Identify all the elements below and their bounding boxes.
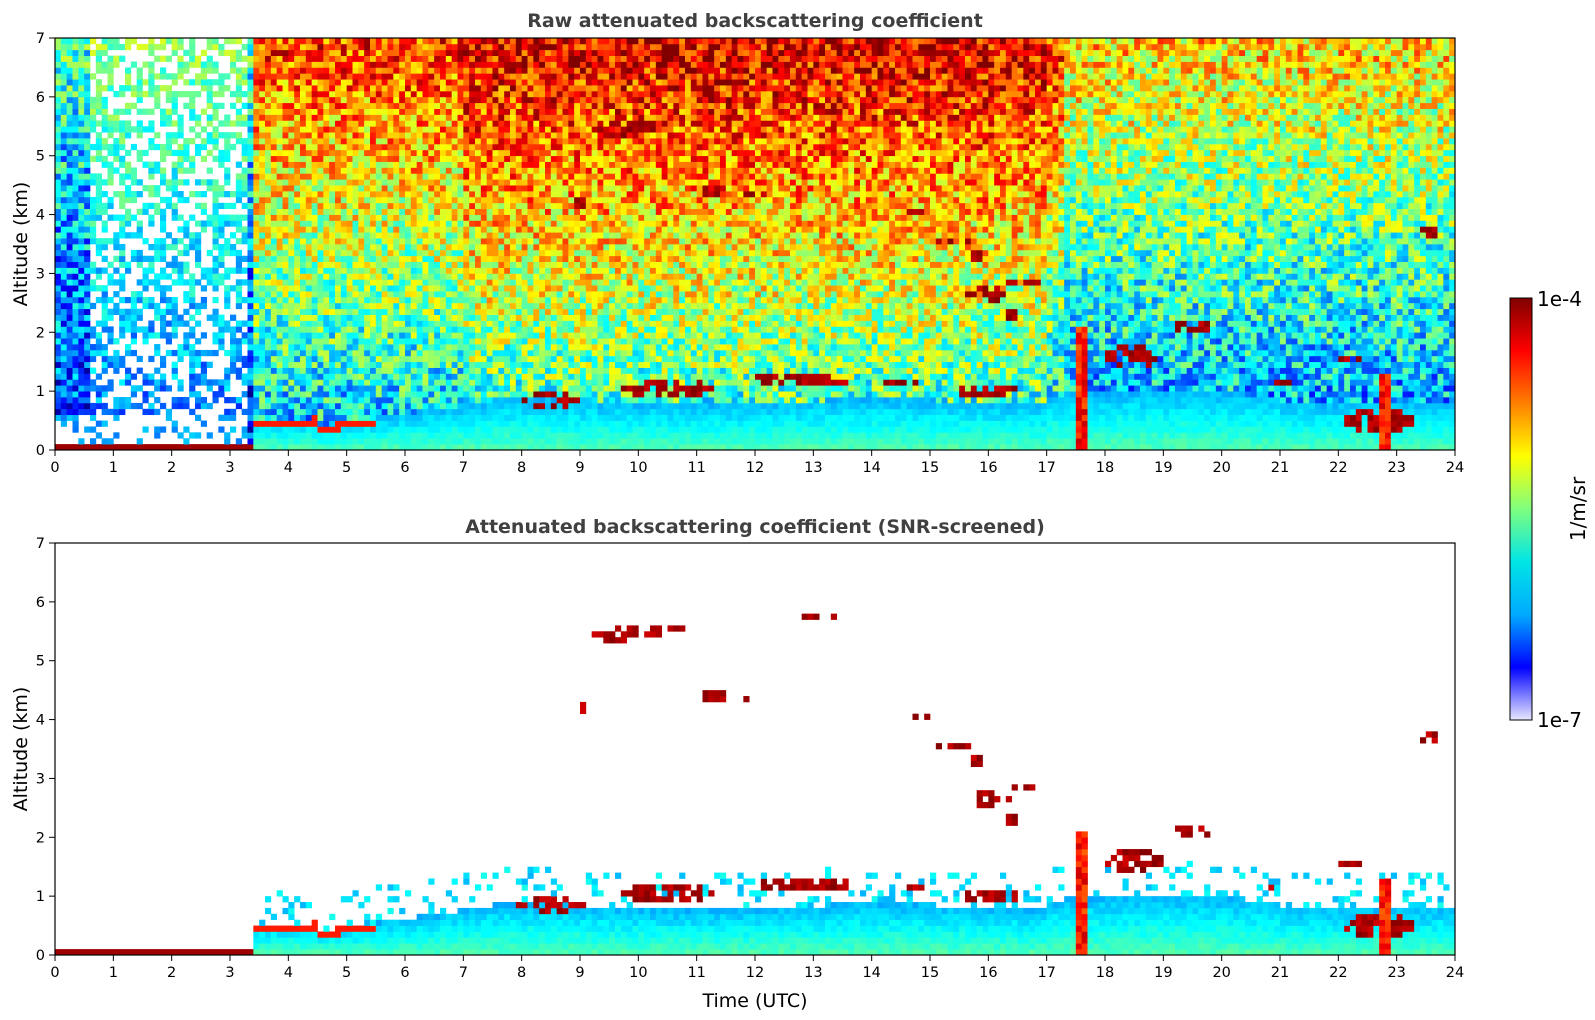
x-tick-label: 5 <box>342 965 351 981</box>
x-tick-label: 19 <box>1154 460 1172 476</box>
x-tick-label: 5 <box>342 460 351 476</box>
y-tick-label: 5 <box>36 654 45 670</box>
x-tick-label: 2 <box>167 460 176 476</box>
screened-y-axis: 0 1 2 3 4 5 6 7 <box>36 536 55 964</box>
x-tick-label: 0 <box>50 965 59 981</box>
y-tick-label: 1 <box>36 384 45 400</box>
y-tick-label: 4 <box>36 208 45 224</box>
x-tick-label: 23 <box>1387 460 1405 476</box>
x-tick-label: 6 <box>400 460 409 476</box>
screened-y-axis-label: Altitude (km) <box>10 687 32 812</box>
y-tick-label: 3 <box>36 771 45 787</box>
x-tick-label: 24 <box>1446 460 1464 476</box>
x-tick-label: 15 <box>921 460 939 476</box>
screened-backscatter-panel: Attenuated backscattering coefficient (S… <box>10 516 1464 1012</box>
y-tick-label: 1 <box>36 889 45 905</box>
x-tick-label: 9 <box>575 460 584 476</box>
x-tick-label: 22 <box>1329 965 1347 981</box>
x-tick-label: 22 <box>1329 460 1347 476</box>
colorbar-unit-label: 1/m/sr <box>1566 476 1590 541</box>
x-tick-label: 7 <box>459 460 468 476</box>
x-tick-label: 14 <box>862 965 880 981</box>
x-tick-label: 12 <box>746 460 764 476</box>
screened-plot-background <box>55 543 1455 955</box>
x-tick-label: 4 <box>284 460 293 476</box>
x-tick-label: 21 <box>1271 460 1289 476</box>
x-tick-label: 0 <box>50 460 59 476</box>
x-tick-label: 13 <box>804 965 822 981</box>
screened-panel-title: Attenuated backscattering coefficient (S… <box>465 516 1045 538</box>
x-tick-label: 8 <box>517 460 526 476</box>
raw-x-axis: 0 1 2 3 4 5 6 7 8 9 10 11 12 13 14 15 16 17 18 19 20 21 22 23 24 <box>50 450 1464 476</box>
y-tick-label: 4 <box>36 713 45 729</box>
x-tick-label: 18 <box>1096 460 1114 476</box>
x-tick-label: 9 <box>575 965 584 981</box>
raw-y-axis-label: Altitude (km) <box>10 182 32 307</box>
raw-heatmap-image <box>55 38 1455 450</box>
x-tick-label: 21 <box>1271 965 1289 981</box>
x-tick-label: 4 <box>284 965 293 981</box>
y-tick-label: 7 <box>36 536 45 552</box>
screened-heatmap-image <box>55 613 1455 955</box>
raw-y-axis: 0 1 2 3 4 5 6 7 <box>36 31 55 459</box>
x-tick-label: 20 <box>1212 965 1230 981</box>
colorbar-scale <box>1509 297 1533 721</box>
y-tick-label: 6 <box>36 90 45 106</box>
x-tick-label: 1 <box>109 965 118 981</box>
x-tick-label: 10 <box>629 965 647 981</box>
raw-backscatter-panel: Raw attenuated backscattering coefficien… <box>10 10 1464 476</box>
x-tick-label: 3 <box>225 460 234 476</box>
x-tick-label: 6 <box>400 965 409 981</box>
x-tick-label: 19 <box>1154 965 1172 981</box>
x-tick-label: 16 <box>979 965 997 981</box>
y-tick-label: 7 <box>36 31 45 47</box>
colorbar-max-label: 1e-4 <box>1537 287 1582 311</box>
x-tick-label: 3 <box>225 965 234 981</box>
x-tick-label: 10 <box>629 460 647 476</box>
x-tick-label: 11 <box>687 965 705 981</box>
x-tick-label: 8 <box>517 965 526 981</box>
x-tick-label: 15 <box>921 965 939 981</box>
x-tick-label: 20 <box>1212 460 1230 476</box>
x-tick-label: 17 <box>1037 965 1055 981</box>
x-tick-label: 24 <box>1446 965 1464 981</box>
y-tick-label: 3 <box>36 266 45 282</box>
x-tick-label: 18 <box>1096 965 1114 981</box>
y-tick-label: 5 <box>36 149 45 165</box>
x-tick-label: 7 <box>459 965 468 981</box>
x-tick-label: 23 <box>1387 965 1405 981</box>
raw-panel-title: Raw attenuated backscattering coefficien… <box>527 10 983 32</box>
y-tick-label: 2 <box>36 830 45 846</box>
screened-x-axis: 0 1 2 3 4 5 6 7 8 9 10 11 12 13 14 15 16 17 18 19 20 21 22 23 24 <box>50 955 1464 981</box>
x-tick-label: 14 <box>862 460 880 476</box>
x-tick-label: 1 <box>109 460 118 476</box>
x-tick-label: 11 <box>687 460 705 476</box>
x-axis-label: Time (UTC) <box>701 990 807 1012</box>
y-tick-label: 0 <box>36 948 45 964</box>
y-tick-label: 6 <box>36 595 45 611</box>
x-tick-label: 16 <box>979 460 997 476</box>
y-tick-label: 2 <box>36 325 45 341</box>
x-tick-label: 17 <box>1037 460 1055 476</box>
colorbar-min-label: 1e-7 <box>1537 708 1582 732</box>
x-tick-label: 13 <box>804 460 822 476</box>
x-tick-label: 12 <box>746 965 764 981</box>
y-tick-label: 0 <box>36 443 45 459</box>
colorbar: 1e-4 1e-7 1/m/sr <box>1509 287 1590 732</box>
x-tick-label: 2 <box>167 965 176 981</box>
